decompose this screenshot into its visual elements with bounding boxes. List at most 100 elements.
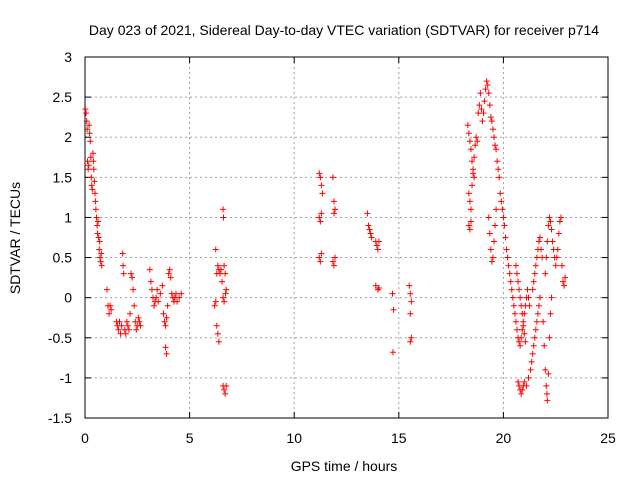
data-point	[533, 318, 540, 325]
data-point	[469, 182, 476, 189]
data-point	[489, 126, 496, 133]
data-point	[107, 302, 114, 309]
data-point	[467, 146, 474, 153]
data-point	[492, 142, 499, 149]
data-point	[148, 286, 155, 293]
x-axis-title: GPS time / hours	[291, 458, 398, 474]
data-point	[504, 254, 511, 261]
data-point	[221, 298, 228, 305]
data-point	[494, 158, 501, 165]
data-point	[331, 206, 338, 213]
data-point	[513, 270, 520, 277]
data-point	[82, 106, 89, 113]
data-point	[465, 190, 472, 197]
data-point	[408, 298, 415, 305]
data-point	[167, 274, 174, 281]
data-point	[472, 142, 479, 149]
data-point	[483, 78, 490, 85]
data-point	[519, 310, 526, 317]
data-point	[518, 302, 525, 309]
data-point	[525, 294, 532, 301]
data-point	[212, 298, 219, 305]
data-point	[488, 258, 495, 265]
data-point	[154, 286, 161, 293]
data-point	[94, 230, 101, 237]
axis-ticks	[84, 56, 609, 419]
data-point	[103, 286, 110, 293]
data-point	[465, 222, 472, 229]
data-point	[220, 294, 227, 301]
data-point	[512, 318, 519, 325]
x-tick-label: 15	[391, 430, 407, 446]
data-point	[529, 286, 536, 293]
data-point	[544, 397, 551, 404]
data-point	[364, 210, 371, 217]
data-point	[466, 226, 473, 233]
data-point	[496, 174, 503, 181]
data-point	[86, 122, 93, 129]
data-point	[157, 290, 164, 297]
data-point	[520, 322, 527, 329]
y-tick-label: 3	[64, 49, 72, 65]
data-point	[474, 138, 481, 145]
data-point	[116, 318, 123, 325]
data-point	[163, 350, 170, 357]
data-point	[214, 262, 221, 269]
data-point	[469, 158, 476, 165]
data-point	[493, 146, 500, 153]
y-axis-title: SDTVAR / TECUs	[7, 182, 23, 294]
data-point	[537, 234, 544, 241]
data-point	[543, 254, 550, 261]
data-point	[329, 174, 336, 181]
data-point	[133, 326, 140, 333]
data-point	[546, 214, 553, 221]
data-point	[90, 166, 97, 173]
data-point	[373, 242, 380, 249]
data-point	[215, 338, 222, 345]
data-point	[316, 170, 323, 177]
data-point	[129, 274, 136, 281]
data-point	[329, 258, 336, 265]
data-point	[122, 330, 129, 337]
data-point	[162, 322, 169, 329]
data-point	[473, 134, 480, 141]
data-point	[318, 250, 325, 257]
data-point	[485, 214, 492, 221]
data-point	[480, 110, 487, 117]
grid	[85, 57, 608, 418]
data-point	[524, 286, 531, 293]
data-point	[161, 318, 168, 325]
data-point	[222, 290, 229, 297]
data-point	[486, 230, 493, 237]
data-point	[146, 266, 153, 273]
y-tick-label: 1.5	[53, 169, 73, 185]
data-point	[90, 158, 97, 165]
data-point	[562, 274, 569, 281]
data-point	[91, 178, 98, 185]
data-point	[518, 334, 525, 341]
data-point	[515, 378, 522, 385]
data-point	[120, 262, 127, 269]
data-point	[223, 286, 230, 293]
y-tick-labels: -1.5 -1 -0.5 0 0.5 1 1.5 2 2.5 3	[48, 49, 72, 426]
x-tick-label: 5	[186, 430, 194, 446]
data-point	[499, 206, 506, 213]
data-point	[318, 210, 325, 217]
data-point	[222, 270, 229, 277]
data-point	[471, 174, 478, 181]
data-point	[554, 246, 561, 253]
data-point	[95, 234, 102, 241]
y-tick-label: -1	[60, 370, 73, 386]
data-point	[213, 322, 220, 329]
data-point	[471, 154, 478, 161]
data-point	[467, 218, 474, 225]
data-point	[97, 254, 104, 261]
data-point	[166, 266, 173, 273]
data-point	[464, 122, 471, 129]
data-point	[553, 254, 560, 261]
data-point	[119, 250, 126, 257]
data-point	[155, 298, 162, 305]
data-point	[173, 290, 180, 297]
data-point	[470, 170, 477, 177]
